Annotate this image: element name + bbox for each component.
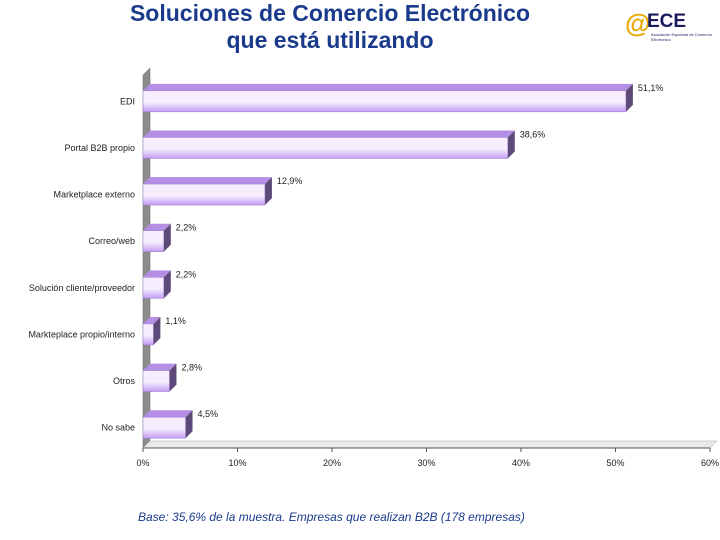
category-labels: EDI Portal B2B propio Marketplace externo C… bbox=[28, 96, 135, 432]
floor bbox=[142, 440, 718, 449]
bar-top bbox=[143, 363, 177, 371]
category-label: Correo/web bbox=[88, 236, 135, 246]
bar bbox=[142, 223, 171, 252]
bar-front bbox=[142, 230, 165, 252]
chart-title: Soluciones de Comercio Electrónico que e… bbox=[60, 0, 600, 54]
x-tick-label: 60% bbox=[701, 458, 719, 468]
category-label: Portal B2B propio bbox=[64, 143, 135, 153]
bar-side bbox=[264, 177, 272, 206]
bar-top bbox=[143, 410, 193, 418]
bar-top bbox=[143, 223, 171, 231]
bar-top bbox=[143, 83, 633, 91]
bar bbox=[142, 363, 177, 392]
x-tick-label: 10% bbox=[228, 458, 246, 468]
bar-front bbox=[142, 183, 266, 206]
x-tick-label: 20% bbox=[323, 458, 341, 468]
value-label: 38,6% bbox=[520, 129, 546, 139]
bar-side bbox=[163, 270, 171, 299]
value-label: 12,9% bbox=[277, 176, 303, 186]
bar-top bbox=[143, 177, 272, 185]
bar-side bbox=[625, 83, 633, 112]
bar bbox=[142, 83, 633, 113]
category-label: Solución cliente/proveedor bbox=[29, 283, 135, 293]
bar-front bbox=[142, 277, 165, 299]
bars-group bbox=[142, 83, 633, 439]
value-label: 2,8% bbox=[181, 363, 202, 373]
bar-front bbox=[142, 416, 186, 439]
value-label: 51,1% bbox=[638, 83, 664, 93]
bar bbox=[142, 130, 515, 159]
bar bbox=[142, 410, 193, 439]
ece-logo: @ ECE Asociación Española de Comercio El… bbox=[625, 8, 715, 50]
bar-side bbox=[153, 316, 161, 345]
category-label: Otros bbox=[113, 376, 136, 386]
bar-front bbox=[142, 323, 154, 346]
category-label: No sabe bbox=[101, 423, 135, 433]
value-label: 1,1% bbox=[165, 316, 186, 326]
bar-side bbox=[185, 410, 193, 439]
x-tick-label: 50% bbox=[606, 458, 624, 468]
title-line-2: que está utilizando bbox=[226, 27, 434, 53]
bar bbox=[142, 177, 272, 206]
value-label: 4,5% bbox=[198, 409, 219, 419]
logo-word: ECE bbox=[647, 11, 687, 32]
bar-top bbox=[143, 130, 515, 138]
bar-side bbox=[169, 363, 177, 392]
category-label: Markteplace propio/interno bbox=[28, 329, 135, 339]
category-label: EDI bbox=[120, 96, 135, 106]
logo-at-icon: @ bbox=[625, 8, 651, 38]
bar-front bbox=[142, 370, 170, 392]
bar-chart: EDI Portal B2B propio Marketplace externo C… bbox=[28, 67, 719, 468]
bar-side bbox=[507, 130, 515, 159]
bar-front bbox=[142, 90, 627, 113]
value-labels: 51,1% 38,6% 12,9% 2,2% 2,2% 1,1% 2,8% 4,5% bbox=[165, 83, 663, 419]
x-tick-label: 0% bbox=[136, 458, 149, 468]
value-label: 2,2% bbox=[176, 223, 197, 233]
category-label: Marketplace externo bbox=[53, 190, 135, 200]
bar bbox=[142, 270, 171, 299]
bar-side bbox=[163, 223, 171, 252]
title-line-1: Soluciones de Comercio Electrónico bbox=[129, 0, 531, 26]
x-axis: 0% 10% 20% 30% 40% 50% 60% bbox=[136, 447, 719, 468]
bar-front bbox=[142, 137, 509, 159]
logo-subtitle: Asociación Española de Comercio Electrón… bbox=[651, 32, 712, 42]
footnote: Base: 35,6% de la muestra. Empresas que … bbox=[138, 510, 525, 524]
x-tick-label: 30% bbox=[417, 458, 435, 468]
x-tick-label: 40% bbox=[512, 458, 530, 468]
value-label: 2,2% bbox=[176, 269, 197, 279]
bar-top bbox=[143, 270, 171, 278]
chart-wall bbox=[142, 67, 718, 449]
bar-top bbox=[143, 316, 161, 324]
bar bbox=[142, 316, 161, 346]
